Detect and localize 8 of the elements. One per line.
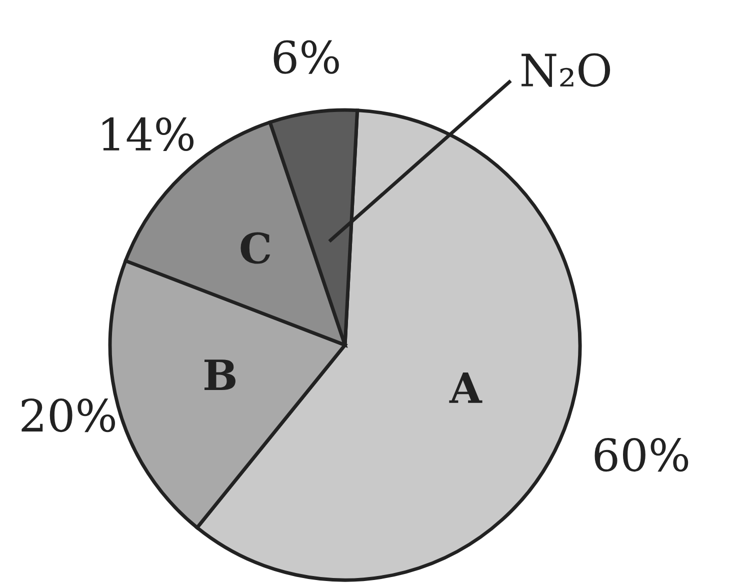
data-label: 60%: [594, 438, 688, 472]
data-label: 6%: [274, 40, 339, 74]
data-label: 20%: [22, 398, 116, 432]
slice-label: B: [204, 360, 236, 390]
data-label: 14%: [102, 117, 194, 151]
slice-label: N₂O: [522, 53, 610, 87]
slice-label: C: [240, 232, 270, 264]
slice-label: A: [449, 372, 482, 403]
